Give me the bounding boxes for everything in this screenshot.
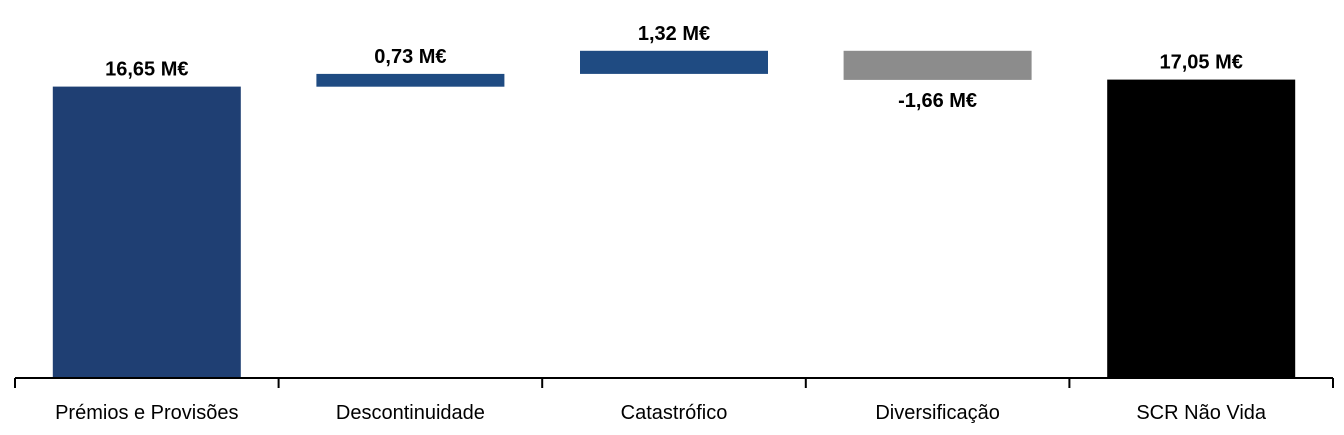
bar-0 [52,86,241,378]
category-label-1: Descontinuidade [336,402,485,424]
category-label-4: SCR Não Vida [1136,402,1267,424]
category-label-3: Diversificação [875,402,999,424]
data-label-3: -1,66 M€ [898,90,977,112]
data-label-1: 0,73 M€ [374,46,446,68]
bar-4 [1107,79,1296,378]
x-axis [14,377,1334,388]
bars-layer [52,50,1296,378]
data-label-0: 16,65 M€ [105,59,188,81]
data-label-2: 1,32 M€ [638,23,710,45]
data-labels-layer: 16,65 M€ 0,73 M€ 1,32 M€ -1,66 M€ 17,05 M€ [105,23,1243,112]
category-label-2: Catastrófico [621,402,728,424]
bar-2 [580,50,768,74]
bar-1 [316,73,505,87]
bar-3 [843,50,1032,80]
data-label-4: 17,05 M€ [1160,52,1243,74]
category-label-0: Prémios e Provisões [55,402,238,424]
category-labels-layer: Prémios e Provisões Descontinuidade Catast… [55,402,1267,424]
